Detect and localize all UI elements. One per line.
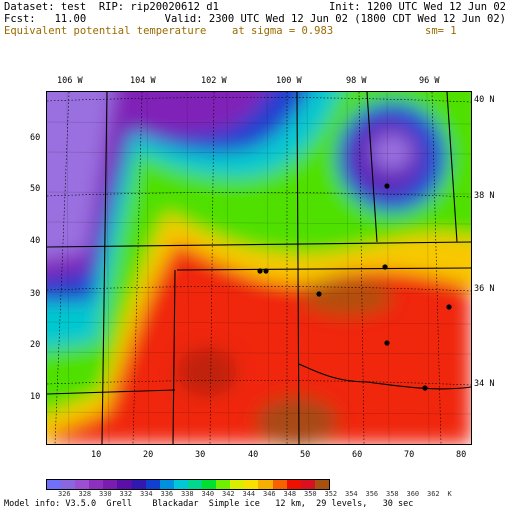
lat-label: 38 N <box>474 191 495 201</box>
lon-label: 102 W <box>201 76 227 86</box>
theta-e-field <box>47 92 471 444</box>
grid-y-label: 50 <box>30 184 41 194</box>
colorbar <box>46 479 330 490</box>
colorbar-label: 332 <box>119 490 133 498</box>
colorbar-swatch <box>173 480 188 489</box>
county-boundaries <box>47 92 471 444</box>
field-title: Equivalent potential temperature <box>4 25 207 37</box>
grid-x-label: 70 <box>404 450 415 460</box>
station-dots <box>257 183 452 391</box>
colorbar-label: 336 <box>160 490 174 498</box>
colorbar-label: 362 <box>427 490 440 498</box>
colorbar-swatch <box>131 480 146 489</box>
colorbar-swatch <box>61 480 76 489</box>
colorbar-label: 354 <box>345 490 358 498</box>
colorbar-swatch <box>314 480 329 489</box>
theta-e-map <box>46 91 472 445</box>
colorbar-label: K <box>447 490 452 498</box>
colorbar-swatch <box>75 480 90 489</box>
colorbar-swatch <box>272 480 287 489</box>
init-time: Init: 1200 UTC Wed 12 Jun 02 <box>328 1 506 13</box>
lat-label: 34 N <box>474 379 495 389</box>
colorbar-swatch <box>216 480 231 489</box>
colorbar-swatch <box>300 480 315 489</box>
grid-y-label: 30 <box>30 289 41 299</box>
colorbar-label: 344 <box>242 490 256 498</box>
colorbar-label: 348 <box>283 490 297 498</box>
lon-label: 106 W <box>57 76 83 86</box>
colorbar-swatch <box>117 480 132 489</box>
lat-label: 36 N <box>474 284 495 294</box>
grid-x-label: 60 <box>352 450 363 460</box>
colorbar-label: 334 <box>140 490 153 498</box>
colorbar-label: 350 <box>304 490 317 498</box>
grid-y-label: 10 <box>30 392 41 402</box>
smoothing-label: sm= 1 <box>425 25 457 37</box>
colorbar-label: 328 <box>78 490 92 498</box>
colorbar-label: 326 <box>58 490 71 498</box>
colorbar-label: 360 <box>406 490 420 498</box>
grid-y-label: 40 <box>30 236 41 246</box>
colorbar-swatch <box>47 480 62 489</box>
grid-x-label: 10 <box>91 450 102 460</box>
grid-y-label: 20 <box>30 340 41 350</box>
colorbar-label: 346 <box>263 490 276 498</box>
colorbar-swatch <box>286 480 301 489</box>
colorbar-swatch <box>202 480 217 489</box>
colorbar-swatch <box>258 480 273 489</box>
grid-x-label: 20 <box>143 450 154 460</box>
lon-label: 96 W <box>419 76 440 86</box>
forecast-hour: Fcst: 11.00 <box>4 13 87 25</box>
colorbar-label: 352 <box>324 490 338 498</box>
colorbar-swatch <box>89 480 104 489</box>
grid-y-label: 60 <box>30 133 41 143</box>
state-boundaries <box>47 92 471 444</box>
lon-label: 100 W <box>276 76 302 86</box>
colorbar-label: 342 <box>222 490 235 498</box>
colorbar-label: 340 <box>201 490 215 498</box>
valid-time: Valid: 2300 UTC Wed 12 Jun 02 (1800 CDT … <box>164 13 506 25</box>
colorbar-label: 356 <box>365 490 379 498</box>
colorbar-swatch <box>230 480 245 489</box>
colorbar-swatch <box>187 480 203 489</box>
grid-x-label: 40 <box>248 450 259 460</box>
model-info: Model info: V3.5.0 Grell Blackadar Simpl… <box>4 499 414 509</box>
lat-label: 40 N <box>474 95 495 105</box>
grid-x-label: 50 <box>300 450 311 460</box>
dataset-label: Dataset: test RIP: rip20020612 d1 <box>4 1 219 13</box>
colorbar-label: 358 <box>386 490 399 498</box>
colorbar-swatch <box>244 480 259 489</box>
grid-x-label: 30 <box>195 450 206 460</box>
colorbar-label: 338 <box>181 490 194 498</box>
colorbar-label: 330 <box>99 490 112 498</box>
colorbar-swatch <box>103 480 118 489</box>
grid-x-label: 80 <box>456 450 467 460</box>
colorbar-swatch <box>145 480 160 489</box>
lon-label: 98 W <box>346 76 367 86</box>
colorbar-swatch <box>159 480 174 489</box>
lon-label: 104 W <box>130 76 156 86</box>
sigma-level: at sigma = 0.983 <box>232 25 334 37</box>
